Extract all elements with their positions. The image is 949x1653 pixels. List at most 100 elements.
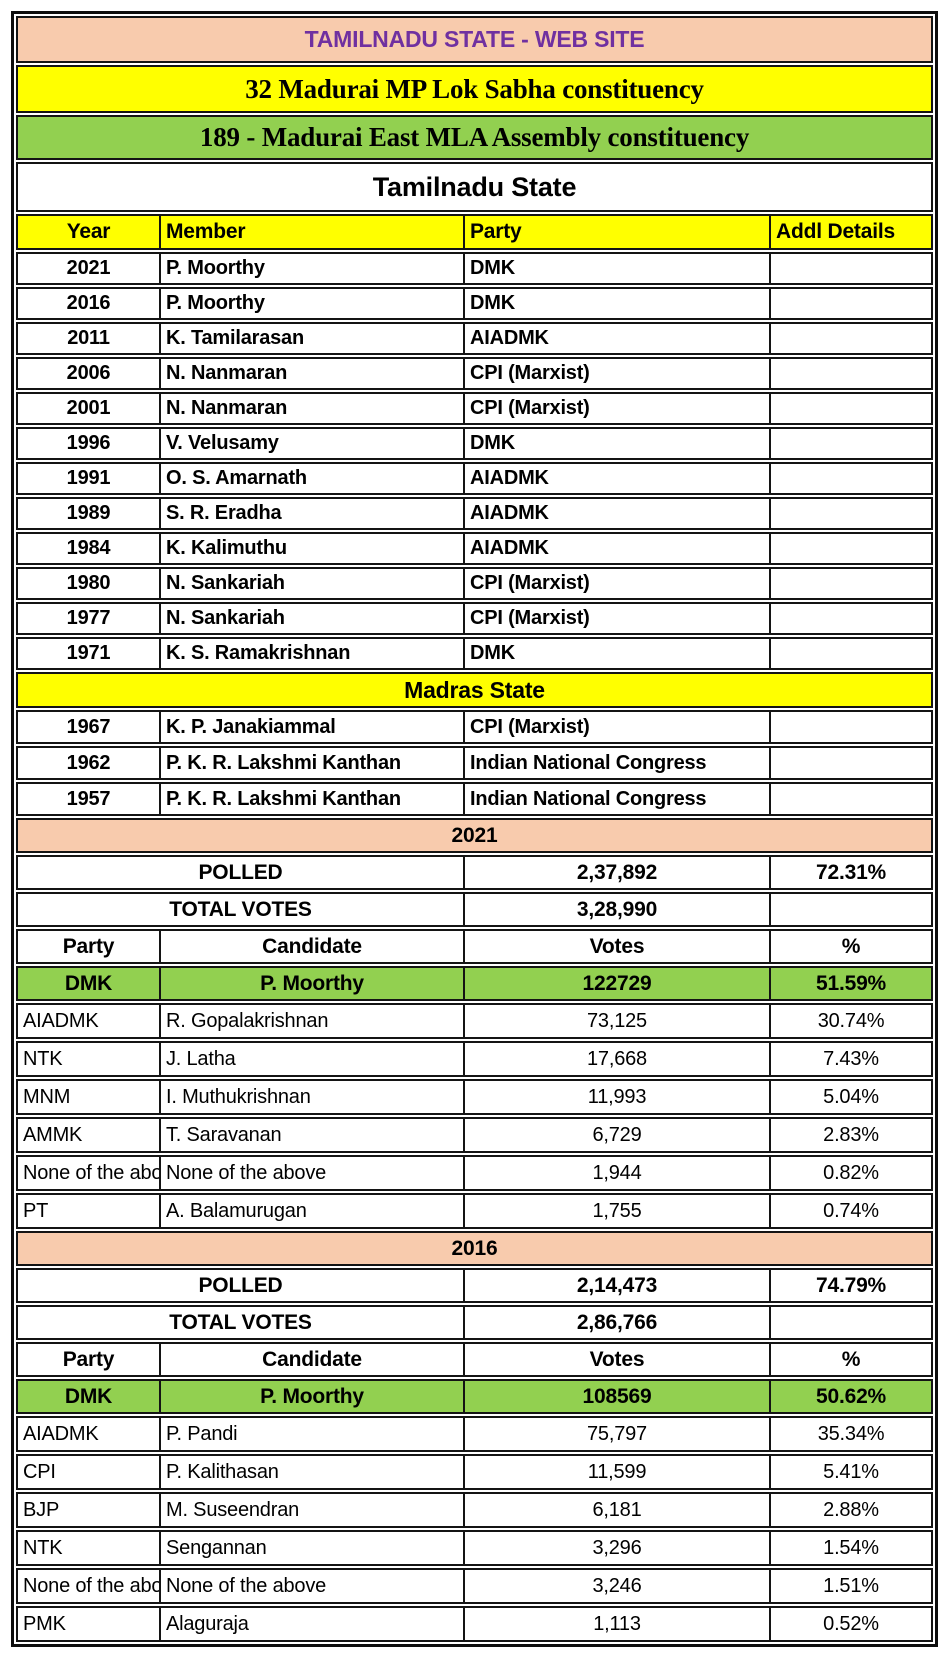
candidate-cell: A. Balamurugan	[161, 1193, 465, 1229]
candidate-cell: None of the above	[161, 1568, 465, 1604]
votes-cell: 1,944	[465, 1155, 771, 1191]
percent-cell: 2.88%	[771, 1492, 934, 1528]
addl-details-cell	[771, 782, 934, 816]
party-cell: PMK	[16, 1606, 161, 1642]
candidate-row: PMK Alaguraja 1,113 0.52%	[16, 1606, 934, 1642]
addl-details-cell	[771, 602, 934, 635]
votes-header-cell: Votes	[465, 1342, 771, 1377]
votes-cell: 1,755	[465, 1193, 771, 1229]
party-cell: PT	[16, 1193, 161, 1229]
year-cell: 1967	[16, 710, 161, 744]
election-year-title: 2016	[16, 1231, 934, 1266]
polled-votes: 2,37,892	[465, 855, 771, 890]
percent-cell: 1.51%	[771, 1568, 934, 1604]
total-votes-value: 3,28,990	[465, 892, 771, 927]
member-cell: P. Moorthy	[161, 287, 465, 320]
winner-party-cell: DMK	[16, 1379, 161, 1414]
election-results-table: TAMILNADU STATE - WEB SITE 32 Madurai MP…	[11, 11, 938, 1647]
total-votes-label: TOTAL VOTES	[16, 1305, 465, 1340]
year-cell: 1977	[16, 602, 161, 635]
party-cell: DMK	[465, 427, 771, 460]
member-row: 2011 K. Tamilarasan AIADMK	[16, 322, 934, 355]
votes-cell: 6,729	[465, 1117, 771, 1153]
member-row: 1984 K. Kalimuthu AIADMK	[16, 532, 934, 565]
member-row: 1962 P. K. R. Lakshmi Kanthan Indian Nat…	[16, 746, 934, 780]
votes-cell: 1,113	[465, 1606, 771, 1642]
member-row: 2021 P. Moorthy DMK	[16, 252, 934, 285]
winner-party-cell: DMK	[16, 966, 161, 1001]
year-cell: 2021	[16, 252, 161, 285]
year-cell: 2006	[16, 357, 161, 390]
votes-cell: 73,125	[465, 1003, 771, 1039]
member-row: 1977 N. Sankariah CPI (Marxist)	[16, 602, 934, 635]
site-title: TAMILNADU STATE - WEB SITE	[16, 16, 934, 63]
candidates-header-row: Party Candidate Votes %	[16, 1342, 934, 1377]
year-header-cell: Year	[16, 214, 161, 250]
total-votes-label: TOTAL VOTES	[16, 892, 465, 927]
election-year-title: 2021	[16, 818, 934, 853]
total-votes-row: TOTAL VOTES 3,28,990	[16, 892, 934, 927]
member-row: 2006 N. Nanmaran CPI (Marxist)	[16, 357, 934, 390]
candidate-cell: Alaguraja	[161, 1606, 465, 1642]
addl-details-cell	[771, 746, 934, 780]
percent-header-cell: %	[771, 929, 934, 964]
member-cell: N. Nanmaran	[161, 392, 465, 425]
mla-constituency-title: 189 - Madurai East MLA Assembly constitu…	[16, 115, 934, 160]
votes-cell: 6,181	[465, 1492, 771, 1528]
polled-row: POLLED 2,14,473 74.79%	[16, 1268, 934, 1303]
member-row: 1996 V. Velusamy DMK	[16, 427, 934, 460]
addl-details-cell	[771, 427, 934, 460]
party-cell: CPI (Marxist)	[465, 392, 771, 425]
percent-cell: 0.82%	[771, 1155, 934, 1191]
candidate-cell: T. Saravanan	[161, 1117, 465, 1153]
polled-percent: 74.79%	[771, 1268, 934, 1303]
election-year-row: 2016	[16, 1231, 934, 1266]
party-cell: AIADMK	[465, 497, 771, 530]
party-cell: CPI (Marxist)	[465, 710, 771, 744]
total-votes-percent-empty	[771, 1305, 934, 1340]
candidate-cell: M. Suseendran	[161, 1492, 465, 1528]
candidate-row: MNM I. Muthukrishnan 11,993 5.04%	[16, 1079, 934, 1115]
candidate-row: NTK J. Latha 17,668 7.43%	[16, 1041, 934, 1077]
percent-cell: 2.83%	[771, 1117, 934, 1153]
votes-cell: 3,296	[465, 1530, 771, 1566]
candidate-row: AMMK T. Saravanan 6,729 2.83%	[16, 1117, 934, 1153]
member-cell: P. Moorthy	[161, 252, 465, 285]
addl-details-cell	[771, 392, 934, 425]
year-cell: 2011	[16, 322, 161, 355]
year-cell: 1996	[16, 427, 161, 460]
votes-cell: 17,668	[465, 1041, 771, 1077]
mp-title-row: 32 Madurai MP Lok Sabha constituency	[16, 65, 934, 113]
votes-cell: 75,797	[465, 1416, 771, 1452]
party-header-cell: Party	[16, 1342, 161, 1377]
party-header-cell: Party	[465, 214, 771, 250]
candidate-row: AIADMK R. Gopalakrishnan 73,125 30.74%	[16, 1003, 934, 1039]
year-cell: 1991	[16, 462, 161, 495]
addl-details-cell	[771, 710, 934, 744]
state-section-title: Tamilnadu State	[16, 162, 934, 212]
mp-constituency-title: 32 Madurai MP Lok Sabha constituency	[16, 65, 934, 113]
polled-votes: 2,14,473	[465, 1268, 771, 1303]
candidate-row: BJP M. Suseendran 6,181 2.88%	[16, 1492, 934, 1528]
member-row: 1967 K. P. Janakiammal CPI (Marxist)	[16, 710, 934, 744]
constituency-grid: TAMILNADU STATE - WEB SITE 32 Madurai MP…	[16, 14, 934, 1644]
winner-votes-cell: 108569	[465, 1379, 771, 1414]
addl-details-cell	[771, 567, 934, 600]
addl-details-cell	[771, 287, 934, 320]
state-section-title: Madras State	[16, 672, 934, 708]
member-row: 2016 P. Moorthy DMK	[16, 287, 934, 320]
candidate-cell: I. Muthukrishnan	[161, 1079, 465, 1115]
candidate-row: None of the above None of the above 1,94…	[16, 1155, 934, 1191]
addl-details-cell	[771, 497, 934, 530]
candidate-row: AIADMK P. Pandi 75,797 35.34%	[16, 1416, 934, 1452]
percent-cell: 0.74%	[771, 1193, 934, 1229]
party-cell: AMMK	[16, 1117, 161, 1153]
member-row: 2001 N. Nanmaran CPI (Marxist)	[16, 392, 934, 425]
party-cell: CPI (Marxist)	[465, 602, 771, 635]
party-cell: AIADMK	[16, 1416, 161, 1452]
percent-cell: 7.43%	[771, 1041, 934, 1077]
percent-cell: 1.54%	[771, 1530, 934, 1566]
member-header-cell: Member	[161, 214, 465, 250]
member-cell: V. Velusamy	[161, 427, 465, 460]
